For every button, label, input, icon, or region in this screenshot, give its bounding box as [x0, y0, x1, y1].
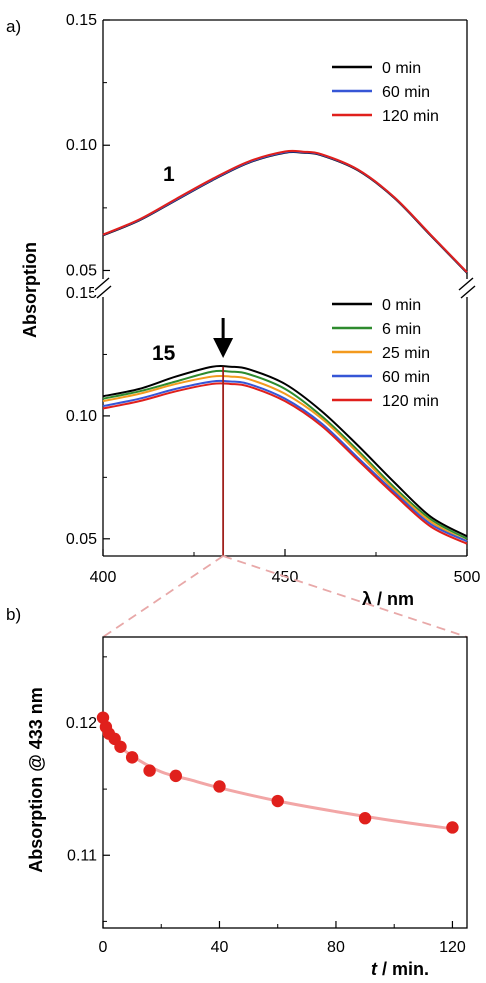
- series-line-a-top: [102, 150, 468, 274]
- axis-break-mark: [458, 277, 474, 291]
- data-point-b: [446, 821, 459, 834]
- data-point-b: [213, 780, 226, 793]
- series-line-a-bottom: [102, 382, 468, 545]
- arrow-head: [213, 338, 234, 358]
- x-tick-label-a: 500: [454, 569, 481, 586]
- y-axis-title-b: Absorption @ 433 nm: [26, 687, 46, 873]
- compound-label-1: 1: [163, 163, 175, 186]
- series-line-a-top: [102, 149, 468, 273]
- legend-label-a-top: 0 min: [382, 60, 421, 77]
- panel-a-top: 0.05 0.10 0.15 0 min 60 min 120 min 1: [66, 12, 468, 279]
- axis-break-mark: [96, 285, 112, 299]
- x-axis-title-b-rest: / min.: [377, 959, 429, 979]
- data-point-b: [143, 764, 156, 777]
- fit-line-b: [101, 722, 453, 831]
- data-point-b: [271, 794, 284, 808]
- panel-b-frame: [102, 636, 468, 929]
- axis-break-mask: [458, 281, 476, 295]
- y-tick-label-a-bottom: 0.10: [66, 408, 97, 425]
- legend-label-a-top: 120 min: [382, 108, 439, 125]
- x-tick-label-b: 0: [99, 939, 108, 956]
- series-line-a-bottom: [102, 369, 468, 540]
- y-tick-label-a-top: 0.15: [66, 12, 97, 29]
- panel-label-b: b): [6, 605, 21, 624]
- axis-break-mask: [94, 281, 112, 295]
- y-tick-label-a-bottom: 0.05: [66, 531, 97, 548]
- series-line-a-bottom: [102, 364, 468, 538]
- zoom-lines: [102, 555, 468, 638]
- data-point-b: [114, 740, 127, 753]
- x-axis-title-b-italic: t: [371, 959, 378, 979]
- axis-break-mark: [94, 277, 110, 291]
- series-line-a-bottom: [102, 374, 468, 543]
- zoom-line-right: [222, 555, 468, 638]
- y-tick-label-a-bottom: 0.15: [66, 285, 97, 302]
- y-tick-label-b: 0.12: [66, 715, 97, 732]
- compound-label-15: 15: [152, 342, 176, 365]
- x-tick-label-b: 40: [211, 939, 229, 956]
- series-line-a-bottom: [102, 379, 468, 543]
- data-point-b: [358, 812, 372, 825]
- y-tick-label-a-top: 0.10: [66, 137, 97, 154]
- legend-label-a-bottom: 0 min: [382, 297, 421, 314]
- x-tick-label-a: 400: [90, 569, 117, 586]
- x-tick-label-b: 80: [327, 939, 345, 956]
- y-tick-label-b: 0.11: [67, 847, 97, 864]
- axis-break-mark: [460, 285, 476, 299]
- x-tick-label-b: 120: [439, 939, 466, 956]
- zoom-line-left: [102, 555, 224, 638]
- y-axis-title-a: Absorption: [20, 242, 40, 338]
- panel-label-a: a): [6, 17, 21, 36]
- y-tick-label-a-top: 0.05: [66, 262, 97, 279]
- legend-label-a-bottom: 120 min: [382, 393, 439, 410]
- x-axis-title-a: λ / nm: [362, 589, 414, 609]
- data-point-b: [125, 751, 139, 764]
- legend-label-a-bottom: 6 min: [382, 321, 421, 338]
- data-point-b: [169, 769, 182, 783]
- legend-label-a-top: 60 min: [382, 84, 430, 101]
- axis-break: [94, 277, 476, 299]
- panel-b: 0.11 0.12 0 40 80 120: [66, 636, 468, 956]
- x-axis-title-b: t / min.: [371, 959, 429, 979]
- series-line-a-top: [102, 150, 468, 274]
- legend-label-a-bottom: 25 min: [382, 345, 430, 362]
- legend-label-a-bottom: 60 min: [382, 369, 430, 386]
